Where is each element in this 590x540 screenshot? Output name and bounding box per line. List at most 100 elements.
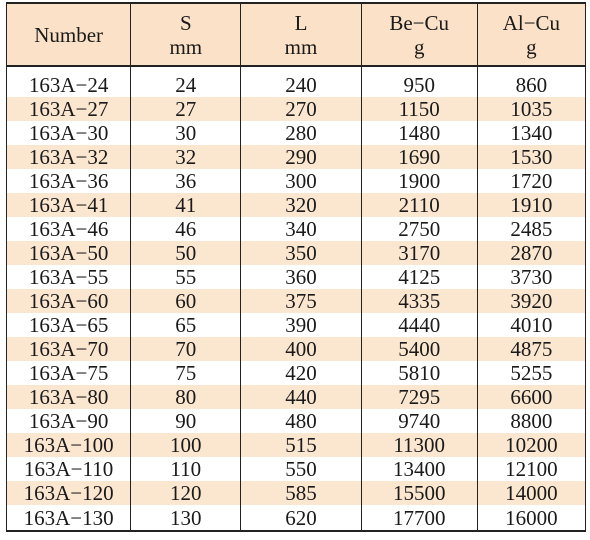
l-cell: 280 (240, 121, 362, 145)
table-row: 163A−41 41 320 2110 1910 (5, 193, 587, 217)
number-cell: 163A−80 (5, 385, 132, 409)
l-cell: 440 (240, 385, 362, 409)
s-cell: 130 (130, 505, 242, 532)
be-cu-cell: 1480 (360, 121, 478, 145)
be-cu-cell: 5400 (360, 337, 478, 361)
number-cell: 163A−41 (5, 193, 132, 217)
al-cu-cell: 3730 (476, 265, 587, 289)
table-row: 163A−60 60 375 4335 3920 (5, 289, 587, 313)
al-cu-cell: 4875 (476, 337, 587, 361)
s-cell: 75 (130, 361, 242, 385)
l-cell: 480 (240, 409, 362, 433)
header-number: Number (5, 2, 132, 67)
be-cu-cell: 2750 (360, 217, 478, 241)
be-cu-cell: 4125 (360, 265, 478, 289)
s-cell: 70 (130, 337, 242, 361)
s-cell: 90 (130, 409, 242, 433)
number-cell: 163A−46 (5, 217, 132, 241)
s-cell: 24 (130, 66, 242, 97)
table-body: 163A−24 24 240 950 860 163A−27 27 270 1150 1035 16… (5, 66, 587, 532)
al-cu-cell: 5255 (476, 361, 587, 385)
table-row: 163A−130 130 620 17700 16000 (5, 505, 587, 532)
number-cell: 163A−100 (5, 433, 132, 457)
table-row: 163A−32 32 290 1690 1530 (5, 145, 587, 169)
number-cell: 163A−24 (5, 66, 132, 97)
number-cell: 163A−36 (5, 169, 132, 193)
be-cu-cell: 4335 (360, 289, 478, 313)
number-cell: 163A−65 (5, 313, 132, 337)
be-cu-cell: 5810 (360, 361, 478, 385)
number-cell: 163A−30 (5, 121, 132, 145)
table-row: 163A−46 46 340 2750 2485 (5, 217, 587, 241)
l-cell: 350 (240, 241, 362, 265)
table-row: 163A−80 80 440 7295 6600 (5, 385, 587, 409)
s-cell: 110 (130, 457, 242, 481)
number-cell: 163A−90 (5, 409, 132, 433)
al-cu-cell: 6600 (476, 385, 587, 409)
be-cu-cell: 1900 (360, 169, 478, 193)
l-cell: 320 (240, 193, 362, 217)
header-s: S mm (130, 2, 242, 67)
table-row: 163A−50 50 350 3170 2870 (5, 241, 587, 265)
l-cell: 270 (240, 97, 362, 121)
be-cu-cell: 13400 (360, 457, 478, 481)
s-cell: 41 (130, 193, 242, 217)
al-cu-cell: 860 (476, 66, 587, 97)
s-cell: 36 (130, 169, 242, 193)
al-cu-cell: 1910 (476, 193, 587, 217)
number-cell: 163A−50 (5, 241, 132, 265)
al-cu-cell: 8800 (476, 409, 587, 433)
table-row: 163A−65 65 390 4440 4010 (5, 313, 587, 337)
al-cu-cell: 1530 (476, 145, 587, 169)
al-cu-cell: 4010 (476, 313, 587, 337)
number-cell: 163A−27 (5, 97, 132, 121)
be-cu-cell: 950 (360, 66, 478, 97)
s-cell: 120 (130, 481, 242, 505)
header-l: L mm (240, 2, 362, 67)
number-cell: 163A−32 (5, 145, 132, 169)
s-cell: 65 (130, 313, 242, 337)
table-row: 163A−36 36 300 1900 1720 (5, 169, 587, 193)
s-cell: 60 (130, 289, 242, 313)
table-row: 163A−120 120 585 15500 14000 (5, 481, 587, 505)
l-cell: 550 (240, 457, 362, 481)
table-row: 163A−75 75 420 5810 5255 (5, 361, 587, 385)
table-row: 163A−70 70 400 5400 4875 (5, 337, 587, 361)
al-cu-cell: 12100 (476, 457, 587, 481)
l-cell: 290 (240, 145, 362, 169)
be-cu-cell: 1150 (360, 97, 478, 121)
al-cu-cell: 3920 (476, 289, 587, 313)
al-cu-cell: 2485 (476, 217, 587, 241)
spec-table: Number S mm L mm Be−Cu g Al−Cu g 163A−24… (5, 2, 587, 532)
table-row: 163A−30 30 280 1480 1340 (5, 121, 587, 145)
l-cell: 585 (240, 481, 362, 505)
l-cell: 620 (240, 505, 362, 532)
al-cu-cell: 16000 (476, 505, 587, 532)
al-cu-cell: 1035 (476, 97, 587, 121)
table-row: 163A−27 27 270 1150 1035 (5, 97, 587, 121)
s-cell: 32 (130, 145, 242, 169)
l-cell: 400 (240, 337, 362, 361)
be-cu-cell: 9740 (360, 409, 478, 433)
be-cu-cell: 4440 (360, 313, 478, 337)
number-cell: 163A−110 (5, 457, 132, 481)
l-cell: 420 (240, 361, 362, 385)
header-al-cu: Al−Cu g (476, 2, 587, 67)
al-cu-cell: 14000 (476, 481, 587, 505)
be-cu-cell: 17700 (360, 505, 478, 532)
al-cu-cell: 1340 (476, 121, 587, 145)
be-cu-cell: 1690 (360, 145, 478, 169)
number-cell: 163A−55 (5, 265, 132, 289)
be-cu-cell: 2110 (360, 193, 478, 217)
s-cell: 80 (130, 385, 242, 409)
number-cell: 163A−70 (5, 337, 132, 361)
al-cu-cell: 1720 (476, 169, 587, 193)
table-row: 163A−100 100 515 11300 10200 (5, 433, 587, 457)
l-cell: 240 (240, 66, 362, 97)
l-cell: 340 (240, 217, 362, 241)
table-row: 163A−90 90 480 9740 8800 (5, 409, 587, 433)
number-cell: 163A−120 (5, 481, 132, 505)
l-cell: 360 (240, 265, 362, 289)
l-cell: 300 (240, 169, 362, 193)
be-cu-cell: 15500 (360, 481, 478, 505)
